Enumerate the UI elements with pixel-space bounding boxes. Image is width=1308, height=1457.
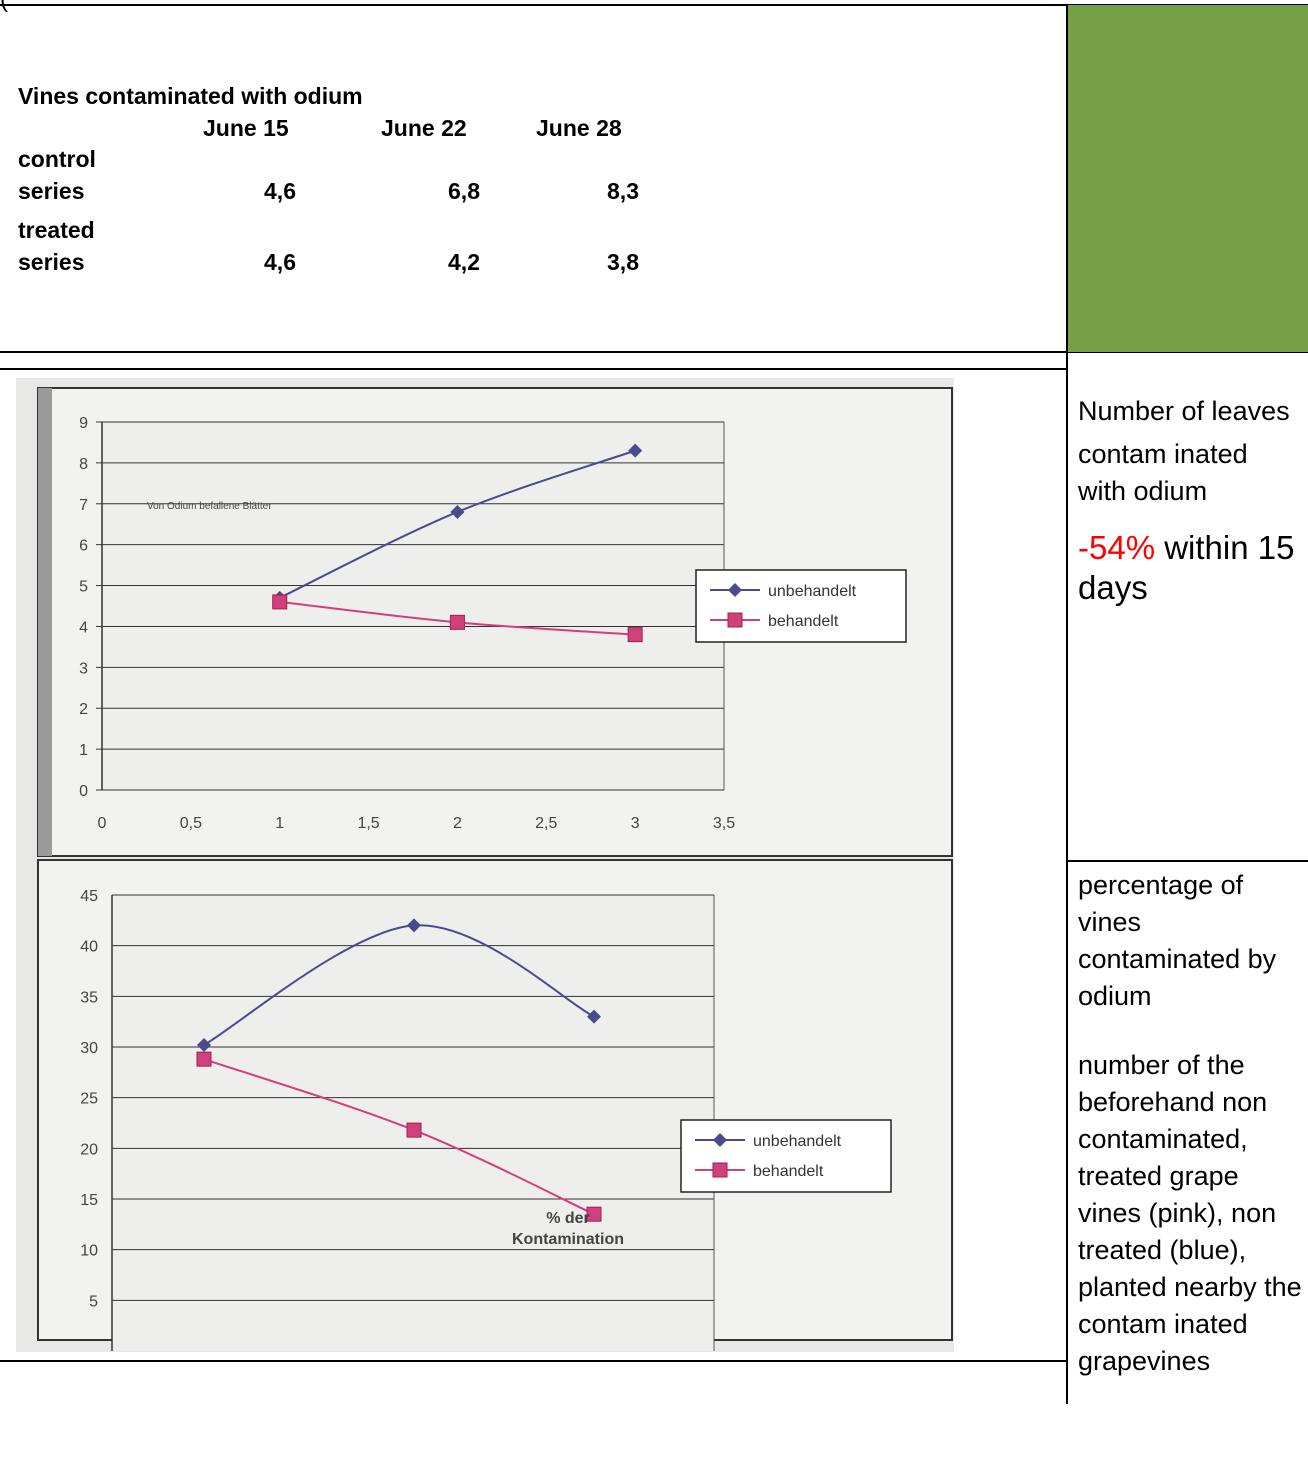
- y-tick-label: 2: [79, 701, 88, 718]
- col-header-june28: June 28: [536, 115, 622, 141]
- y-tick-label: 35: [80, 989, 98, 1006]
- row-label-control-1: control: [18, 146, 96, 172]
- legend-marker-unbehandelt: [713, 1133, 727, 1147]
- green-cell: [1068, 5, 1308, 352]
- row-label-treated-1: treated: [18, 217, 95, 243]
- percent-reduction: -54%: [1078, 529, 1156, 566]
- x-tick-label: 2,5: [535, 815, 557, 832]
- point-behandelt-1: [406, 1122, 422, 1138]
- cell-control-june15: 4,6: [264, 178, 296, 204]
- table-top-border: [0, 4, 1308, 6]
- y-tick-label: 10: [80, 1243, 98, 1260]
- legend-marker-behandelt: [712, 1162, 728, 1178]
- legend-marker-behandelt: [727, 612, 743, 628]
- table-title: Vines contaminated with odium: [18, 83, 363, 109]
- legend-label-behandelt: behandelt: [768, 613, 839, 630]
- row-label-control: control series: [18, 143, 96, 207]
- point-behandelt-0: [196, 1051, 212, 1067]
- x-tick-label: 1: [275, 815, 284, 832]
- plot-area: [102, 422, 724, 790]
- table-divider: [1066, 4, 1068, 1404]
- chart-leaves: 0 1 2 3 4 5 6 7 8 9 0 0,5 1 1,5 2 2,5 3 3,5 Von Odium befa…: [79, 415, 907, 832]
- scan-bottom-border: [0, 1360, 1068, 1362]
- chart-vines: 5 10 15 20 25 30 35 40 45 % der Kontamination unbeh…: [80, 888, 892, 1351]
- point-behandelt-0: [272, 594, 288, 610]
- row-label-treated: treated series: [18, 214, 95, 278]
- x-tick-label: 0,5: [180, 815, 202, 832]
- y-tick-label: 3: [79, 660, 88, 677]
- col-header-june15: June 15: [203, 115, 289, 141]
- side-panel-leaves: Number of leaves contam inated with odiu…: [1078, 393, 1303, 608]
- point-behandelt-2: [627, 627, 643, 643]
- table-bottom-border: [0, 351, 1308, 353]
- y-tick-label: 30: [80, 1040, 98, 1057]
- y-tick-label: 5: [89, 1293, 98, 1310]
- point-behandelt-1: [449, 614, 465, 630]
- y-tick-label: 0: [79, 783, 88, 800]
- y-tick-label: 9: [79, 415, 88, 432]
- y-tick-label: 1: [79, 742, 88, 759]
- y-tick-label: 4: [79, 619, 88, 636]
- y-tick-label: 6: [79, 538, 88, 555]
- chart-annotation: Von Odium befallene Blätter: [147, 501, 272, 512]
- side-percent-line: -54% within 15 days: [1078, 528, 1303, 608]
- chart-annotation-2: Kontamination: [512, 1231, 624, 1248]
- col-header-june22: June 22: [381, 115, 467, 141]
- cell-control-june22: 6,8: [448, 178, 480, 204]
- x-tick-label: 2: [453, 815, 462, 832]
- cell-treated-june15: 4,6: [264, 249, 296, 275]
- legend-label-behandelt: behandelt: [753, 1163, 824, 1180]
- point-unbehandelt-2: [587, 1009, 601, 1024]
- side-divider: [1068, 860, 1308, 862]
- point-unbehandelt-0: [197, 1037, 211, 1052]
- row-label-treated-2: series: [18, 249, 85, 275]
- y-tick-label: 15: [80, 1192, 98, 1209]
- point-unbehandelt-2: [628, 443, 643, 458]
- y-tick-label: 8: [79, 456, 88, 473]
- y-tick-label: 7: [79, 497, 88, 514]
- cell-control-june28: 8,3: [607, 178, 639, 204]
- side-vines-line1: percentage of vines contaminated by odiu…: [1078, 870, 1277, 1011]
- table-bottom-border-2: [0, 368, 1068, 370]
- side-leaves-line2: contam inated with odium: [1078, 439, 1248, 506]
- legend-label-unbehandelt: unbehandelt: [768, 583, 857, 600]
- header-fragment: (: [0, 0, 8, 14]
- legend-marker-unbehandelt: [728, 583, 742, 597]
- legend-label-unbehandelt: unbehandelt: [753, 1133, 842, 1150]
- point-unbehandelt-1: [450, 504, 465, 519]
- cell-treated-june22: 4,2: [448, 249, 480, 275]
- point-behandelt-2: [586, 1206, 602, 1222]
- x-tick-label: 0: [98, 815, 107, 832]
- y-tick-label: 45: [80, 888, 98, 905]
- cell-treated-june28: 3,8: [607, 249, 639, 275]
- y-tick-label: 20: [80, 1141, 98, 1158]
- side-vines-line2: number of the beforehand non contaminate…: [1078, 1050, 1302, 1376]
- y-tick-label: 25: [80, 1091, 98, 1108]
- side-leaves-line1: Number of leaves: [1078, 396, 1290, 426]
- side-panel-vines: percentage of vines contaminated by odiu…: [1078, 867, 1303, 1380]
- x-tick-label: 1,5: [357, 815, 379, 832]
- legend-box: [695, 569, 907, 643]
- y-tick-label: 5: [79, 579, 88, 596]
- chart-annotation-1: % der: [546, 1210, 590, 1227]
- x-tick-label: 3,5: [713, 815, 735, 832]
- point-unbehandelt-1: [407, 918, 421, 933]
- y-tick-label: 40: [80, 939, 98, 956]
- x-tick-label: 3: [631, 815, 640, 832]
- row-label-control-2: series: [18, 178, 85, 204]
- legend-box: [680, 1119, 892, 1193]
- percent-suffix: within 15 days: [1078, 529, 1295, 606]
